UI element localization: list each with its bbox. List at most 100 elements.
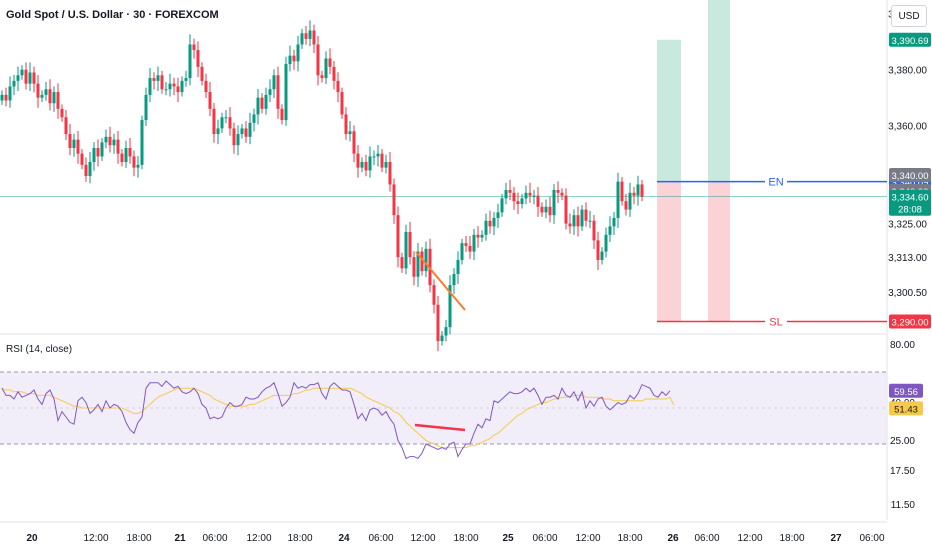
candle-body bbox=[352, 131, 356, 154]
candle-body bbox=[640, 184, 644, 197]
candle-body bbox=[364, 162, 368, 171]
candle-body bbox=[92, 148, 96, 163]
time-tick-label: 18:00 bbox=[453, 533, 478, 544]
candle-body bbox=[68, 134, 72, 149]
candle-body bbox=[60, 108, 64, 118]
price-tick-label: 3,313.00 bbox=[888, 253, 927, 264]
candle-body bbox=[196, 50, 200, 67]
candle-body bbox=[384, 162, 388, 168]
candle-body bbox=[76, 139, 80, 154]
candle-body bbox=[172, 83, 176, 87]
candle-body bbox=[204, 80, 208, 93]
candle-body bbox=[88, 162, 92, 177]
rsi-tick-label: 17.50 bbox=[890, 466, 915, 477]
candle-body bbox=[244, 128, 248, 137]
candle-body bbox=[188, 44, 192, 79]
candle-body bbox=[212, 108, 216, 135]
time-tick-label: 12:00 bbox=[737, 533, 762, 544]
symbol-title[interactable]: Gold Spot / U.S. Dollar · 30 · FOREXCOM bbox=[6, 9, 219, 21]
candle-body bbox=[348, 131, 352, 135]
time-tick-label: 06:00 bbox=[532, 533, 557, 544]
price-badge bbox=[889, 189, 931, 216]
candle-body bbox=[208, 92, 212, 109]
candle-body bbox=[488, 220, 492, 227]
candle-body bbox=[220, 117, 224, 129]
candle-body bbox=[184, 78, 188, 81]
candle-body bbox=[608, 226, 612, 235]
candle-body bbox=[552, 190, 556, 216]
candle-body bbox=[124, 148, 128, 163]
candle-body bbox=[572, 215, 576, 227]
candle-body bbox=[388, 162, 392, 185]
candle-body bbox=[152, 78, 156, 81]
candle-body bbox=[404, 231, 408, 269]
time-tick-label: 12:00 bbox=[410, 533, 435, 544]
candle-body bbox=[84, 164, 88, 177]
rsi-ma-line bbox=[1, 387, 675, 449]
candle-body bbox=[520, 198, 524, 204]
candle-body bbox=[40, 94, 44, 98]
en-label-bg bbox=[765, 174, 787, 189]
candle-body bbox=[240, 128, 244, 135]
candle-body bbox=[360, 162, 364, 168]
price-tick-label: 3,380.00 bbox=[888, 66, 927, 77]
candle-body bbox=[136, 164, 140, 168]
candle-body bbox=[512, 192, 516, 202]
time-tick-label: 18:00 bbox=[617, 533, 642, 544]
candle-body bbox=[356, 153, 360, 168]
price-badge-label: 3,340.00 bbox=[892, 171, 929, 182]
rsi-divergence-line bbox=[414, 423, 466, 432]
candle-body bbox=[408, 231, 412, 258]
candle-body bbox=[144, 94, 148, 121]
candle-body bbox=[536, 195, 540, 207]
candle-body bbox=[380, 153, 384, 168]
candle-body bbox=[336, 80, 340, 93]
candle-body bbox=[332, 66, 336, 81]
candle-body bbox=[28, 72, 32, 84]
candle-body bbox=[236, 134, 240, 146]
candle-body bbox=[148, 78, 152, 95]
candle-body bbox=[416, 251, 420, 277]
candle-body bbox=[432, 285, 436, 305]
candle-body bbox=[540, 206, 544, 213]
candle-body bbox=[112, 139, 116, 146]
candle-body bbox=[420, 251, 424, 272]
time-tick-label: 21 bbox=[174, 533, 186, 544]
rsi-tick-label: 11.50 bbox=[891, 500, 916, 511]
candle-body bbox=[636, 184, 640, 196]
currency-button[interactable]: USD bbox=[891, 5, 927, 27]
time-tick-label: 06:00 bbox=[202, 533, 227, 544]
candle-body bbox=[624, 201, 628, 210]
candle-body bbox=[48, 89, 52, 104]
candle-body bbox=[496, 212, 500, 218]
candle-body bbox=[180, 80, 184, 93]
time-tick-label: 06:00 bbox=[859, 533, 884, 544]
candle-body bbox=[612, 217, 616, 227]
candle-body bbox=[436, 304, 440, 342]
candle-body bbox=[580, 209, 584, 227]
candle-body bbox=[564, 195, 568, 224]
candle-body bbox=[508, 190, 512, 193]
candle-body bbox=[284, 64, 288, 121]
candle-body bbox=[276, 75, 280, 109]
candle-body bbox=[524, 192, 528, 199]
candle-body bbox=[252, 114, 256, 123]
candle-body bbox=[596, 240, 600, 260]
candle-body bbox=[504, 190, 508, 199]
rsi-indicator-label[interactable]: RSI (14, close) bbox=[6, 344, 73, 355]
candle-body bbox=[480, 234, 484, 238]
rsi-line bbox=[1, 380, 671, 460]
candle-body bbox=[544, 206, 548, 213]
candle-body bbox=[224, 117, 228, 119]
candle-body bbox=[532, 195, 536, 197]
candle-body bbox=[576, 215, 580, 227]
candle-body bbox=[516, 201, 520, 204]
candle-body bbox=[164, 89, 168, 91]
candle-body bbox=[200, 66, 204, 81]
candle-body bbox=[192, 44, 196, 51]
candle-body bbox=[160, 75, 164, 90]
candle-body bbox=[232, 128, 236, 146]
target-zone-1 bbox=[657, 39, 681, 182]
candle-body bbox=[456, 259, 460, 274]
